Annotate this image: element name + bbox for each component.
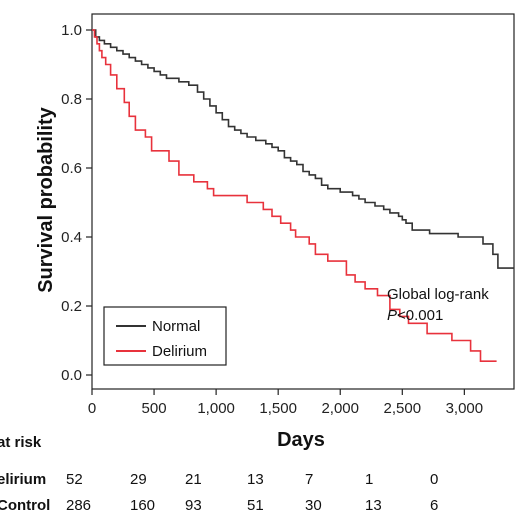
at-risk-value: 52 <box>66 471 83 488</box>
at-risk-row-label: Control <box>0 497 50 514</box>
x-tick-label: 2,500 <box>384 400 422 417</box>
y-tick-label: 0.6 <box>61 160 82 177</box>
log-rank-annotation: Global log-rank P<0.001 <box>387 286 489 324</box>
at-risk-value: 1 <box>365 471 373 488</box>
legend: Normal Delirium <box>103 306 227 366</box>
at-risk-value: 13 <box>247 471 264 488</box>
x-tick-label: 3,000 <box>446 400 484 417</box>
x-tick-label: 0 <box>88 400 96 417</box>
at-risk-value: 7 <box>305 471 313 488</box>
y-axis-title: Survival probability <box>35 106 57 292</box>
x-tick-label: 500 <box>142 400 167 417</box>
x-tick-label: 2,000 <box>321 400 359 417</box>
y-tick-label: 0.8 <box>61 91 82 108</box>
legend-box <box>103 306 227 366</box>
at-risk-value: 30 <box>305 497 322 514</box>
y-tick-label: 1.0 <box>61 22 82 39</box>
y-tick-label: 0.2 <box>61 298 82 315</box>
at-risk-value: 6 <box>430 497 438 514</box>
plot-frame <box>91 13 515 390</box>
plot-area <box>91 13 515 390</box>
series-line-delirium <box>92 29 497 362</box>
at-risk-value: 286 <box>66 497 91 514</box>
x-tick-label: 1,500 <box>259 400 297 417</box>
at-risk-value: 51 <box>247 497 264 514</box>
at-risk-row-label: elirium <box>0 471 46 488</box>
at-risk-value: 13 <box>365 497 382 514</box>
annotation-p-value: <0.001 <box>397 307 443 324</box>
at-risk-value: 21 <box>185 471 202 488</box>
at-risk-value: 93 <box>185 497 202 514</box>
series-line-normal <box>92 29 514 269</box>
y-tick-label: 0.0 <box>61 367 82 384</box>
x-tick-label: 1,000 <box>197 400 235 417</box>
at-risk-table: at risk elirium 52 29 21 13 7 1 0 Control 286 160 9… <box>0 434 438 514</box>
annotation-p: P <box>387 307 397 324</box>
annotation-line-2: P<0.001 <box>387 307 443 324</box>
survival-curves <box>92 29 514 362</box>
at-risk-value: 29 <box>130 471 147 488</box>
at-risk-title: at risk <box>0 434 42 451</box>
x-axis-title: Days <box>277 429 325 451</box>
legend-label-normal: Normal <box>152 318 200 335</box>
legend-label-delirium: Delirium <box>152 343 207 360</box>
at-risk-value: 0 <box>430 471 438 488</box>
annotation-line-1: Global log-rank <box>387 286 489 303</box>
axis-ticks: 0.0 0.2 0.4 0.6 0.8 1.0 0 500 1,000 1,500 2,000 2,5… <box>61 22 483 417</box>
y-tick-label: 0.4 <box>61 229 82 246</box>
at-risk-value: 160 <box>130 497 155 514</box>
